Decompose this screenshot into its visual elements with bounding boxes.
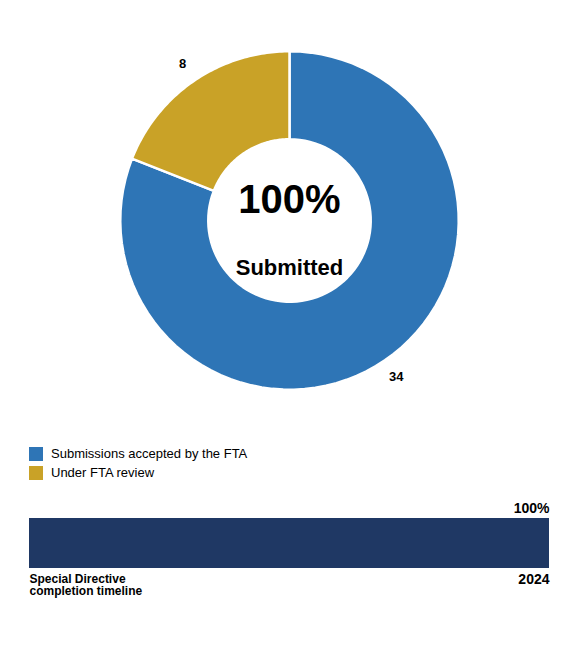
html-text:Under FTA review: Under FTA review [51,465,155,480]
svg-text:2024: 2024 [518,571,549,587]
svg-text:Submitted: Submitted [236,255,344,280]
svg-text:34: 34 [389,369,404,384]
svg-text:100%: 100% [514,500,550,516]
svg-text:100%: 100% [238,177,340,221]
svg-text:Special Directivecompletion ti: Special Directivecompletion timeline [30,572,143,598]
html-text:Submissions accepted by the FT: Submissions accepted by the FTA [51,446,248,461]
svg-text:8: 8 [179,56,186,71]
